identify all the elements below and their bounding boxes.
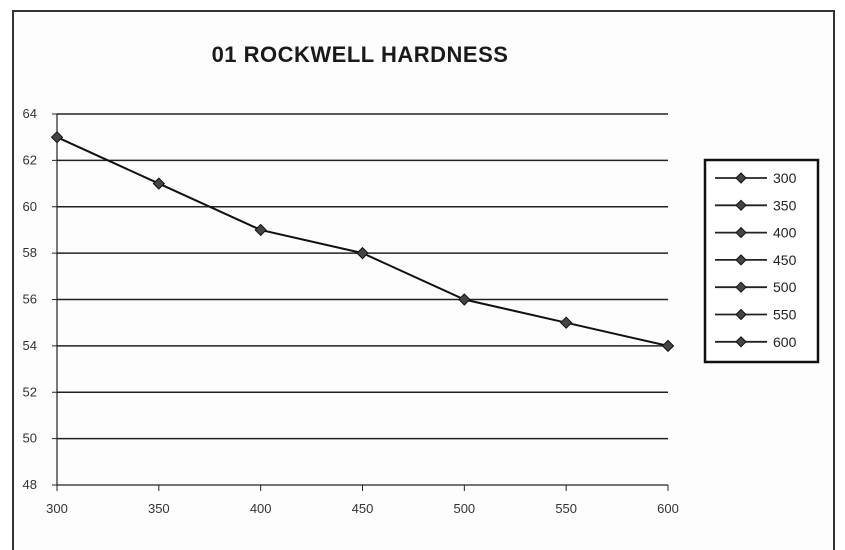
x-tick-label: 300 [46, 501, 68, 516]
legend-marker [735, 308, 747, 321]
x-tick-label: 350 [148, 501, 170, 516]
legend-marker [735, 336, 747, 348]
legend-entry-label: 500 [773, 279, 797, 295]
y-tick-label: 56 [23, 292, 37, 307]
x-tick-label: 550 [555, 501, 577, 516]
legend-entry-label: 450 [773, 252, 797, 268]
y-tick-label: 62 [23, 152, 37, 167]
y-tick-label: 64 [23, 106, 37, 121]
data-point [152, 177, 166, 190]
x-tick-label: 450 [352, 501, 374, 516]
legend-marker [735, 172, 747, 184]
y-tick-label: 58 [23, 245, 37, 260]
x-tick-labels: 300 350 400 450 500 550 600 [46, 501, 679, 516]
y-tick-label: 52 [23, 384, 37, 399]
grid-lines [57, 113, 668, 440]
y-tick-label: 60 [23, 199, 37, 214]
x-tick-label: 500 [453, 501, 475, 516]
data-point [559, 316, 573, 329]
chart-title: 01 ROCKWELL HARDNESS [211, 42, 509, 67]
y-tick-label: 50 [23, 431, 37, 446]
y-tick-label: 48 [23, 477, 37, 492]
x-tick-label: 600 [657, 501, 679, 516]
y-tick-label: 54 [23, 338, 37, 353]
series-line [56, 136, 669, 347]
legend-entry-label: 550 [773, 307, 797, 323]
legend-marker [735, 281, 747, 293]
legend-box [703, 158, 820, 364]
data-point [458, 293, 471, 306]
series [50, 130, 675, 353]
legend-marker [735, 199, 747, 212]
legend-entry-label: 300 [773, 170, 797, 186]
data-point [254, 223, 267, 237]
legend-entry-label: 350 [773, 197, 797, 213]
legend-entry-label: 400 [773, 225, 797, 241]
x-tick-label: 400 [250, 501, 272, 516]
legend: 300 350 400 450 500 550 600 [703, 158, 820, 364]
legend-marker [735, 226, 747, 239]
legend-marker [735, 254, 747, 266]
data-point [661, 339, 675, 353]
y-tick-labels: 48 50 52 54 56 58 60 62 64 [23, 106, 37, 492]
data-point [50, 130, 64, 144]
legend-entry-label: 600 [773, 334, 797, 350]
data-point [356, 246, 369, 260]
axes [52, 113, 669, 491]
